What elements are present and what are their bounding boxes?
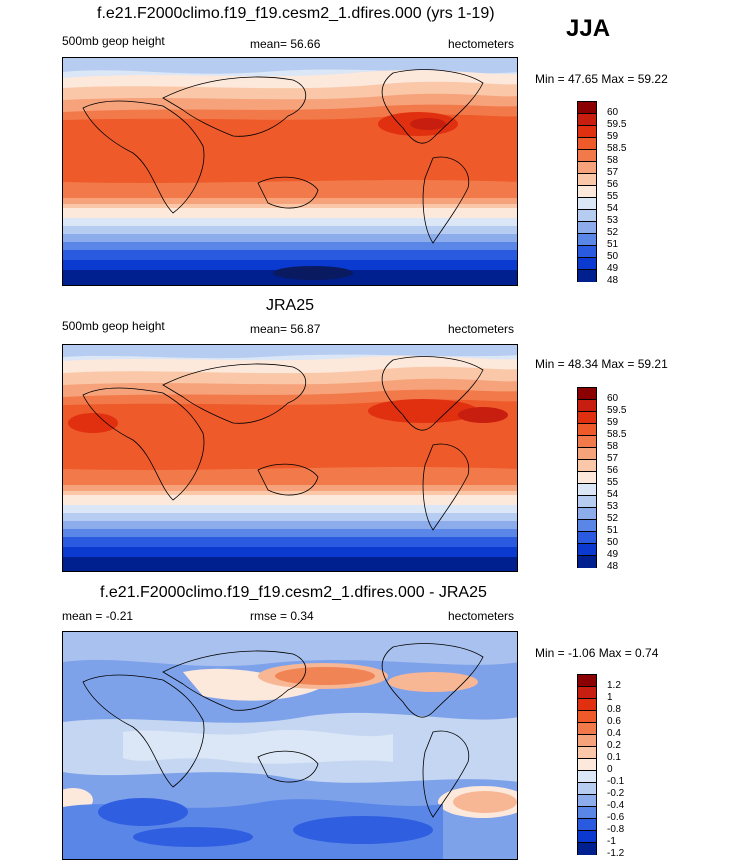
panel2-tick: 58 bbox=[607, 441, 619, 452]
panel1-tick: 57 bbox=[607, 167, 619, 178]
panel1-tick: 53 bbox=[607, 215, 619, 226]
panel1-tick: 59 bbox=[607, 131, 619, 142]
panel1-tick: 55 bbox=[607, 191, 619, 202]
panel1-mean: mean= 56.66 bbox=[250, 37, 321, 51]
panel3-tick: 1 bbox=[607, 692, 613, 703]
panel2-tick: 56 bbox=[607, 465, 619, 476]
panel3-colorbar bbox=[577, 674, 597, 855]
panel3-tick: -1 bbox=[607, 836, 616, 847]
panel3-tick: 0.4 bbox=[607, 728, 621, 739]
panel2-tick: 54 bbox=[607, 489, 619, 500]
panel1-tick: 60 bbox=[607, 107, 619, 118]
panel3-tick: -0.4 bbox=[607, 800, 625, 811]
panel1-minmax: Min = 47.65 Max = 59.22 bbox=[535, 72, 668, 86]
panel2-minmax: Min = 48.34 Max = 59.21 bbox=[535, 357, 668, 371]
panel3-tick: 1.2 bbox=[607, 680, 621, 691]
panel3-map bbox=[62, 631, 518, 860]
panel1-tick: 58 bbox=[607, 155, 619, 166]
season-label: JJA bbox=[566, 15, 611, 42]
panel2-mean: mean= 56.87 bbox=[250, 322, 321, 336]
panel1-tick: 58.5 bbox=[607, 143, 627, 154]
panel2-colorbar bbox=[577, 387, 597, 568]
panel2-variable-label: 500mb geop height bbox=[62, 319, 165, 333]
panel2-tick: 58.5 bbox=[607, 429, 627, 440]
panel3-tick: -0.8 bbox=[607, 824, 625, 835]
panel2-tick: 59.5 bbox=[607, 405, 627, 416]
panel3-tick: 0 bbox=[607, 764, 613, 775]
panel2-tick: 50 bbox=[607, 537, 619, 548]
panel1-tick: 59.5 bbox=[607, 119, 627, 130]
panel3-tick: 0.1 bbox=[607, 752, 621, 763]
panel1-variable-label: 500mb geop height bbox=[62, 34, 165, 48]
panel2-tick: 57 bbox=[607, 453, 619, 464]
panel3-minmax: Min = -1.06 Max = 0.74 bbox=[535, 646, 659, 660]
panel1-tick: 49 bbox=[607, 263, 619, 274]
panel2-tick: 53 bbox=[607, 501, 619, 512]
panel2-tick: 52 bbox=[607, 513, 619, 524]
panel3-tick: 0.2 bbox=[607, 740, 621, 751]
panel3-tick: 0.6 bbox=[607, 716, 621, 727]
panel3-tick: -0.1 bbox=[607, 776, 625, 787]
panel3-units: hectometers bbox=[448, 609, 515, 623]
panel2-tick: 59 bbox=[607, 417, 619, 428]
panel3-title: f.e21.F2000climo.f19_f19.cesm2_1.dfires.… bbox=[100, 584, 487, 601]
panel3-tick: -0.6 bbox=[607, 812, 625, 823]
panel3-tick: -0.2 bbox=[607, 788, 625, 799]
panel1-tick: 48 bbox=[607, 275, 619, 286]
panel1-colorbar bbox=[577, 101, 597, 282]
panel2-units: hectometers bbox=[448, 322, 515, 336]
panel1-units: hectometers bbox=[448, 37, 515, 51]
panel2-tick: 60 bbox=[607, 393, 619, 404]
panel1-tick: 52 bbox=[607, 227, 619, 238]
panel2-tick: 51 bbox=[607, 525, 619, 536]
panel2-tick: 49 bbox=[607, 549, 619, 560]
panel1-tick: 50 bbox=[607, 251, 619, 262]
panel2-map bbox=[62, 344, 518, 572]
panel1-tick: 56 bbox=[607, 179, 619, 190]
panel3-tick: -1.2 bbox=[607, 848, 625, 859]
panel1-title: f.e21.F2000climo.f19_f19.cesm2_1.dfires.… bbox=[97, 5, 495, 22]
panel2-title: JRA25 bbox=[266, 297, 315, 314]
panel3-tick: 0.8 bbox=[607, 704, 621, 715]
panel2-tick: 48 bbox=[607, 561, 619, 572]
panel1-map bbox=[62, 57, 518, 286]
panel3-rmse: rmse = 0.34 bbox=[250, 609, 314, 623]
panel2-tick: 55 bbox=[607, 477, 619, 488]
panel3-mean: mean = -0.21 bbox=[62, 609, 134, 623]
panel1-tick: 51 bbox=[607, 239, 619, 250]
panel1-tick: 54 bbox=[607, 203, 619, 214]
